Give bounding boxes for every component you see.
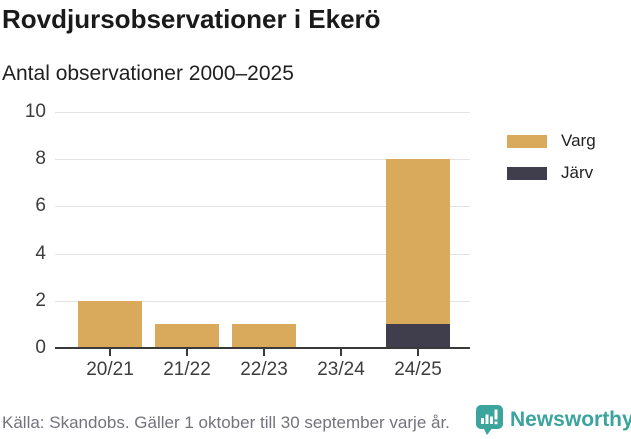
x-tick-label: 20/21	[86, 359, 134, 380]
gridline-y10	[55, 112, 470, 113]
gridline-y4	[55, 253, 470, 255]
plot-area	[55, 112, 470, 349]
newsworthy-logo[interactable]: Newsworthy	[476, 405, 631, 435]
x-tick-label: 23/24	[317, 359, 365, 380]
x-tick	[186, 349, 188, 356]
legend-item-varg: Varg	[507, 131, 596, 151]
y-tick-label: 4	[35, 242, 46, 264]
legend-swatch-varg	[507, 134, 547, 148]
legend: Varg Järv	[507, 131, 596, 195]
legend-item-järv: Järv	[507, 163, 596, 183]
y-tick-label: 2	[35, 289, 46, 311]
x-tick	[417, 349, 419, 356]
legend-swatch-järv	[507, 166, 547, 180]
x-tick-label: 21/22	[163, 359, 211, 380]
gridline-y2	[55, 300, 470, 302]
gridline-y8	[55, 159, 470, 161]
y-tick-label: 10	[24, 101, 46, 122]
x-tick	[340, 349, 342, 356]
source-note: Källa: Skandobs. Gäller 1 oktober till 3…	[2, 413, 450, 432]
y-tick-label: 0	[35, 337, 46, 358]
x-tick-label: 24/25	[394, 359, 442, 380]
x-tick	[109, 349, 111, 356]
gridline-y6	[55, 206, 470, 208]
bar-varg-24/25	[386, 159, 450, 325]
legend-label: Järv	[561, 163, 594, 182]
bar-järv-24/25	[386, 324, 450, 348]
page-title: Rovdjursobservationer i Ekerö	[2, 4, 381, 34]
newsworthy-logo-icon	[476, 405, 503, 435]
x-tick	[263, 349, 265, 356]
x-tick-label: 22/23	[240, 359, 288, 380]
y-tick-label: 6	[35, 195, 46, 217]
y-tick-label: 8	[35, 148, 46, 170]
bar-varg-20/21	[78, 300, 142, 348]
legend-label: Varg	[561, 131, 596, 150]
bar-varg-22/23	[232, 324, 296, 348]
bar-varg-21/22	[155, 324, 219, 348]
newsworthy-logo-text: Newsworthy	[510, 408, 631, 431]
chart-subtitle: Antal observationer 2000–2025	[2, 62, 294, 85]
x-axis-line	[55, 347, 470, 349]
